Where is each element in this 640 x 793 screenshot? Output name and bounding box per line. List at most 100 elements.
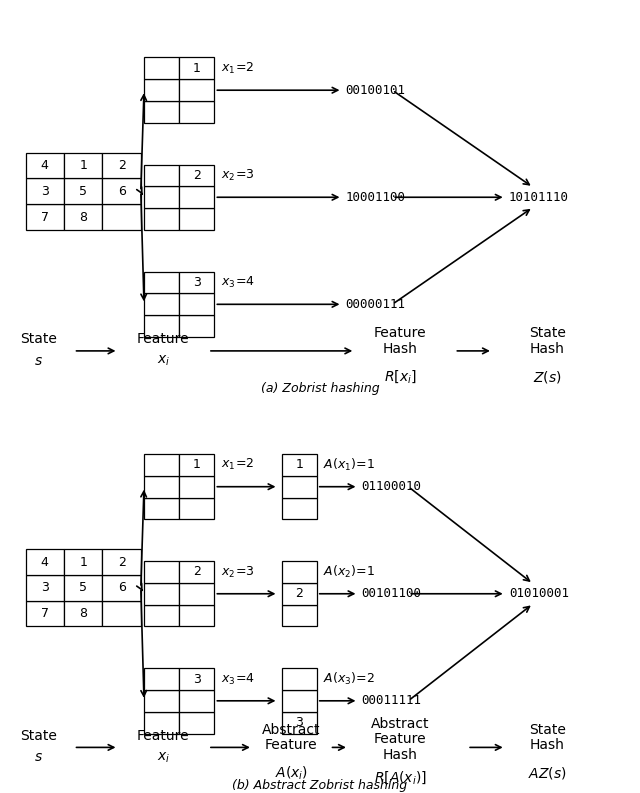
Bar bbox=[179, 165, 214, 186]
Text: 3: 3 bbox=[193, 276, 201, 289]
Bar bbox=[179, 583, 214, 605]
Bar bbox=[179, 209, 214, 230]
Bar bbox=[144, 583, 179, 605]
Bar bbox=[144, 79, 179, 102]
Text: $R[A(x_i)]$: $R[A(x_i)]$ bbox=[374, 768, 426, 786]
Text: 1: 1 bbox=[193, 458, 201, 471]
Bar bbox=[179, 79, 214, 102]
Bar bbox=[282, 498, 317, 519]
Text: 5: 5 bbox=[79, 185, 87, 197]
Bar bbox=[64, 549, 102, 575]
Bar bbox=[144, 498, 179, 519]
Text: 6: 6 bbox=[118, 581, 125, 594]
Bar bbox=[282, 690, 317, 712]
Bar bbox=[179, 315, 214, 337]
Bar bbox=[282, 476, 317, 498]
Text: $x_i$: $x_i$ bbox=[157, 750, 170, 764]
Bar bbox=[102, 204, 141, 230]
Text: (a) Zobrist hashing: (a) Zobrist hashing bbox=[260, 382, 380, 395]
Bar bbox=[144, 690, 179, 712]
Text: 3: 3 bbox=[41, 581, 49, 594]
Bar bbox=[64, 575, 102, 601]
Text: 5: 5 bbox=[79, 581, 87, 594]
Text: Hash: Hash bbox=[530, 342, 564, 356]
Text: 00011111: 00011111 bbox=[362, 695, 422, 707]
Text: 6: 6 bbox=[118, 185, 125, 197]
Bar bbox=[282, 712, 317, 734]
Bar bbox=[64, 601, 102, 626]
Text: 8: 8 bbox=[79, 211, 87, 224]
Bar bbox=[144, 476, 179, 498]
Text: Feature: Feature bbox=[137, 332, 189, 346]
Bar bbox=[144, 293, 179, 315]
Bar bbox=[144, 165, 179, 186]
Bar bbox=[282, 668, 317, 690]
Bar bbox=[64, 178, 102, 204]
Bar bbox=[179, 668, 214, 690]
Bar bbox=[282, 583, 317, 605]
Text: State: State bbox=[529, 326, 566, 340]
Text: Feature: Feature bbox=[265, 738, 317, 753]
Text: $x_2\!=\!3$: $x_2\!=\!3$ bbox=[221, 168, 255, 183]
Bar bbox=[144, 668, 179, 690]
Bar bbox=[144, 604, 179, 626]
Text: State: State bbox=[20, 729, 57, 742]
Text: 3: 3 bbox=[295, 716, 303, 729]
Bar bbox=[179, 57, 214, 79]
Bar bbox=[102, 152, 141, 178]
Text: 01010001: 01010001 bbox=[509, 588, 569, 600]
Text: (b) Abstract Zobrist hashing: (b) Abstract Zobrist hashing bbox=[232, 779, 408, 791]
Text: 1: 1 bbox=[79, 556, 87, 569]
Bar bbox=[26, 178, 64, 204]
Text: 00101100: 00101100 bbox=[362, 588, 422, 600]
Text: 3: 3 bbox=[193, 672, 201, 685]
Bar bbox=[64, 204, 102, 230]
Text: $x_3\!=\!4$: $x_3\!=\!4$ bbox=[221, 275, 255, 290]
Bar bbox=[282, 561, 317, 583]
Text: 2: 2 bbox=[118, 556, 125, 569]
Bar bbox=[179, 271, 214, 293]
Text: $R[x_i]$: $R[x_i]$ bbox=[383, 368, 417, 385]
Text: 10001100: 10001100 bbox=[346, 191, 406, 204]
Bar bbox=[26, 601, 64, 626]
Bar bbox=[102, 601, 141, 626]
Text: 2: 2 bbox=[193, 565, 201, 578]
Bar bbox=[26, 204, 64, 230]
Text: 4: 4 bbox=[41, 556, 49, 569]
Bar bbox=[179, 186, 214, 209]
Text: 3: 3 bbox=[41, 185, 49, 197]
Bar bbox=[144, 271, 179, 293]
Bar bbox=[144, 209, 179, 230]
Text: $A(x_3)\!=\!2$: $A(x_3)\!=\!2$ bbox=[323, 671, 376, 687]
Text: $x_2\!=\!3$: $x_2\!=\!3$ bbox=[221, 565, 255, 580]
Bar bbox=[282, 604, 317, 626]
Text: 10101110: 10101110 bbox=[509, 191, 569, 204]
Bar bbox=[144, 712, 179, 734]
Text: $s$: $s$ bbox=[34, 750, 43, 764]
Text: State: State bbox=[529, 722, 566, 737]
Bar bbox=[144, 561, 179, 583]
Bar bbox=[282, 454, 317, 476]
Text: Hash: Hash bbox=[530, 738, 564, 753]
Text: $x_i$: $x_i$ bbox=[157, 354, 170, 368]
Text: Feature: Feature bbox=[374, 326, 426, 340]
Bar bbox=[144, 454, 179, 476]
Text: 00000111: 00000111 bbox=[346, 298, 406, 311]
Text: 7: 7 bbox=[41, 607, 49, 620]
Bar bbox=[26, 152, 64, 178]
Bar bbox=[26, 575, 64, 601]
Bar bbox=[102, 575, 141, 601]
Text: 2: 2 bbox=[193, 169, 201, 182]
Text: $A(x_i)$: $A(x_i)$ bbox=[275, 764, 308, 782]
Text: $x_1\!=\!2$: $x_1\!=\!2$ bbox=[221, 458, 254, 473]
Text: Hash: Hash bbox=[383, 342, 417, 356]
Text: Feature: Feature bbox=[137, 729, 189, 742]
Bar bbox=[26, 549, 64, 575]
Bar bbox=[179, 690, 214, 712]
Text: $x_3\!=\!4$: $x_3\!=\!4$ bbox=[221, 672, 255, 687]
Text: 1: 1 bbox=[79, 159, 87, 172]
Bar bbox=[144, 186, 179, 209]
Text: $x_1\!=\!2$: $x_1\!=\!2$ bbox=[221, 61, 254, 76]
Text: $AZ(s)$: $AZ(s)$ bbox=[528, 765, 566, 781]
Text: $Z(s)$: $Z(s)$ bbox=[533, 369, 561, 385]
